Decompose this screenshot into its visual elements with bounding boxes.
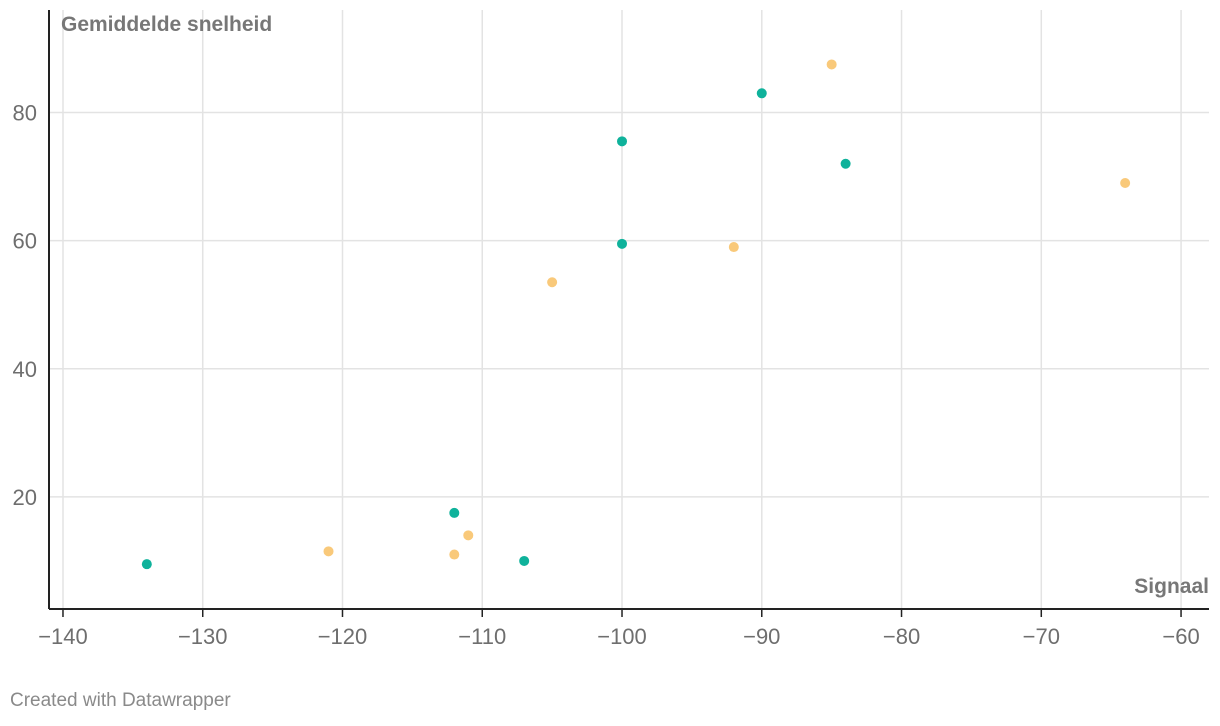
data-point-series-2 [449,549,460,560]
data-point-series-1 [519,555,530,566]
x-tick-label: −130 [178,624,228,649]
x-tick-label: −70 [1023,624,1060,649]
data-point-series-2 [463,530,474,541]
y-tick-label: 80 [13,101,37,126]
x-tick-label: −110 [458,624,506,649]
y-axis-title: Gemiddelde snelheid [61,13,272,36]
x-tick-label: −80 [883,624,920,649]
datawrapper-credit: Created with Datawrapper [10,690,231,711]
data-point-series-1 [449,507,460,518]
x-tick-label: −100 [597,624,647,649]
data-point-series-2 [323,546,334,557]
y-axis-tick-labels: 20 40 60 80 [13,101,37,510]
x-tick-label: −60 [1162,624,1199,649]
x-tick-label: −120 [318,624,368,649]
y-tick-label: 40 [13,357,37,382]
x-axis-tick-labels: −140 −130 −120 −110 −100 −90 −80 −70 −60 [38,609,1200,649]
x-tick-label: −140 [38,624,88,649]
data-point-series-2 [826,59,837,70]
y-tick-label: 60 [13,229,37,254]
data-points [141,59,1131,570]
data-point-series-2 [547,277,558,288]
data-point-series-1 [756,88,767,99]
data-point-series-1 [617,136,628,147]
x-axis-title: Signaal [1134,575,1209,598]
data-point-series-1 [617,238,628,249]
data-point-series-1 [141,559,152,570]
data-point-series-2 [1120,177,1131,188]
data-point-series-1 [840,158,851,169]
y-tick-label: 20 [13,485,37,510]
x-tick-label: −90 [743,624,780,649]
grid-lines [49,10,1209,609]
data-point-series-2 [728,242,739,253]
